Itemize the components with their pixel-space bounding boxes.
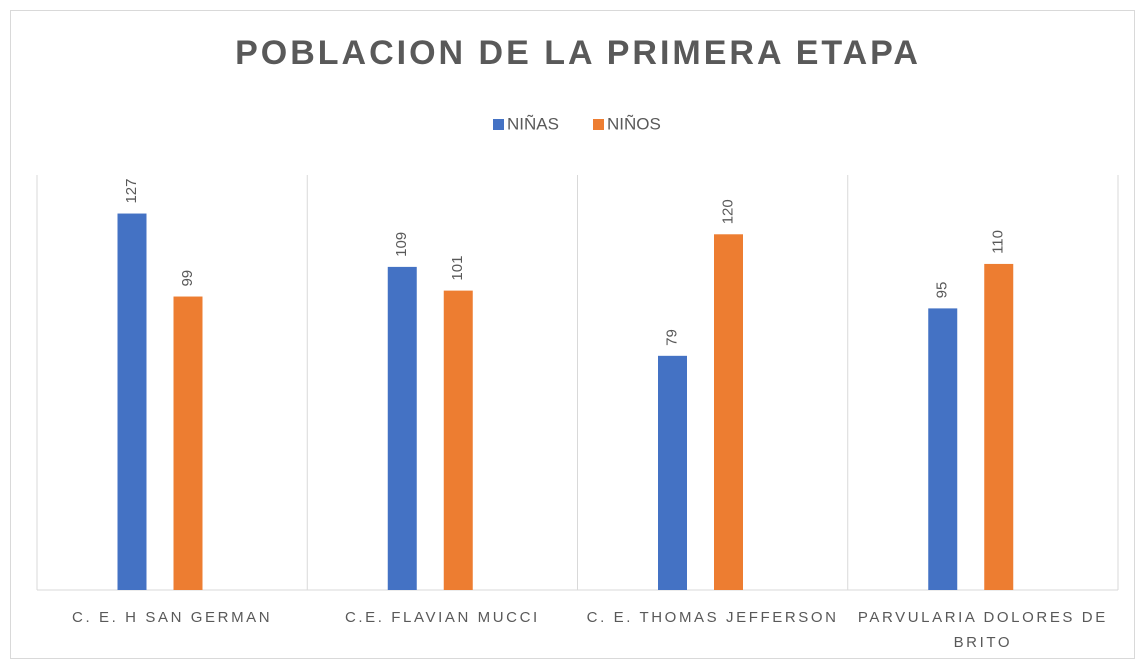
data-label: 95 (934, 282, 951, 299)
bar (984, 263, 1014, 590)
legend-label: NIÑAS (507, 114, 559, 133)
x-tick-label: C. E. THOMAS JEFFERSON (586, 609, 839, 626)
x-label-box: C. E. H SAN GERMAN (72, 609, 273, 626)
legend-swatch (593, 119, 604, 130)
bar (387, 266, 417, 590)
bar (658, 355, 687, 590)
chart-title: POBLACION DE LA PRIMERA ETAPA (235, 34, 921, 72)
bar (117, 213, 147, 591)
x-label-box: C.E. FLAVIAN MUCCI (344, 609, 540, 626)
bar (443, 290, 473, 590)
bar (928, 308, 958, 590)
data-label: 79 (663, 329, 680, 346)
data-label: 109 (393, 232, 410, 257)
data-label: 110 (990, 230, 1007, 254)
x-label-box: PARVULARIA DOLORES DE BRITO (857, 609, 1108, 651)
x-label-box: C. E. THOMAS JEFFERSON (586, 609, 839, 626)
legend-label: NIÑOS (607, 114, 661, 133)
legend-swatch (493, 119, 504, 130)
bar (173, 296, 203, 590)
data-label: 120 (719, 199, 736, 224)
x-tick-label: PARVULARIA DOLORES DE BRITO (857, 609, 1108, 651)
data-label: 127 (123, 179, 140, 204)
data-label: 101 (449, 256, 466, 281)
x-tick-label: C. E. H SAN GERMAN (72, 609, 273, 626)
data-label: 99 (179, 270, 196, 287)
x-tick-label: C.E. FLAVIAN MUCCI (344, 609, 540, 626)
bar (714, 234, 743, 591)
